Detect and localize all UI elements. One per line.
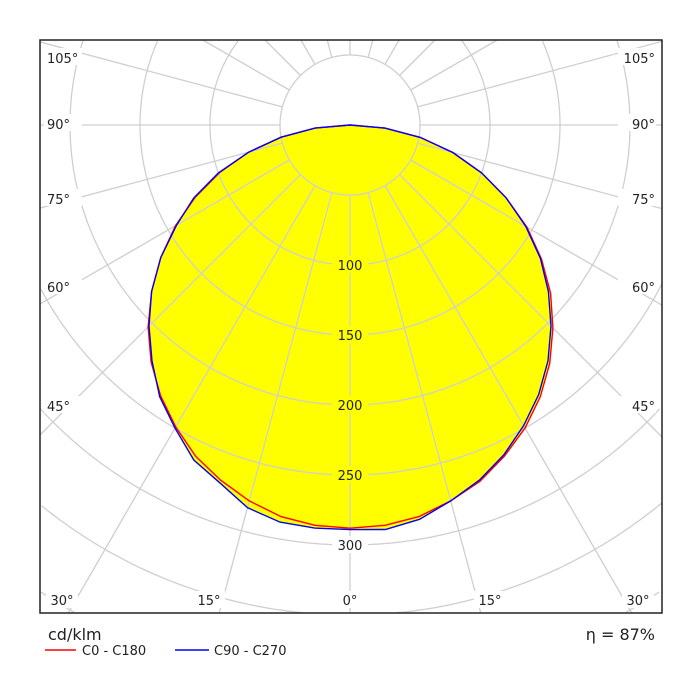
chart-frame (39, 39, 663, 614)
angle-label: 75° (47, 193, 70, 208)
grid-ring (40, 283, 663, 476)
angle-label: 90° (632, 118, 655, 133)
radial-label-bg (332, 256, 368, 273)
legend-label-c90-c270: C90 - C270 (214, 644, 286, 659)
grid-spoke (399, 174, 663, 438)
radial-tick-label: 150 (338, 329, 363, 344)
angle-label: 0° (343, 594, 358, 609)
grid-ring (39, 408, 661, 546)
unit-label: cd/klm (48, 625, 102, 644)
angle-label: 30° (626, 594, 649, 609)
angle-label-bg (46, 591, 78, 608)
grid-ring (139, 41, 561, 336)
angle-label: 105° (47, 52, 78, 67)
grid-spoke (67, 185, 316, 614)
angle-labels: 105° 105° 90° 90° 75° 75° 60° 60° 45° 45° 30° 15° 0°… (44, 48, 656, 609)
radial-label-bg (332, 466, 368, 483)
grid-ring (41, 502, 663, 614)
radial-tick-label: 200 (338, 399, 363, 414)
angle-label: 30° (50, 594, 73, 609)
angle-label: 105° (624, 52, 655, 67)
radial-tick-label: 300 (338, 539, 363, 554)
radial-label-bg (332, 396, 368, 413)
grid-spoke (300, 39, 316, 65)
angle-label: 75° (632, 193, 655, 208)
grid-spoke (410, 39, 498, 91)
grid-spoke (399, 39, 436, 76)
angle-label: 15° (478, 594, 501, 609)
angle-label: 60° (632, 281, 655, 296)
angle-label-bg (618, 189, 656, 206)
angle-label-bg (622, 591, 654, 608)
angle-label-bg (474, 591, 506, 608)
angle-label-bg (44, 114, 82, 131)
grid-spoke (202, 39, 290, 91)
series-line (147, 124, 554, 529)
grid-spoke (264, 39, 301, 76)
angle-label-bg (44, 277, 82, 294)
radial-label-bg (332, 326, 368, 343)
grid-layer (39, 39, 663, 614)
series-line (148, 124, 552, 531)
grid-spoke (39, 174, 301, 436)
grid-spoke (367, 39, 374, 58)
grid-spoke (384, 185, 633, 614)
angle-label-bg (44, 48, 82, 65)
angle-label-bg (193, 591, 225, 608)
radial-tick-label: 100 (338, 259, 363, 274)
grid-spoke (326, 39, 333, 58)
angle-label: 60° (47, 281, 70, 296)
angle-label: 15° (197, 594, 220, 609)
grid-ring (209, 40, 491, 266)
curve-layer (147, 124, 554, 531)
radial-label-bg (332, 536, 368, 553)
radial-tick-labels: 100 150 200 250 300 (332, 256, 368, 554)
angle-label-bg (44, 189, 82, 206)
efficiency-label: η = 87% (586, 625, 655, 644)
angle-label-bg (618, 48, 656, 65)
grid-spoke (367, 192, 482, 614)
legend-label-c0-c180: C0 - C180 (82, 644, 146, 659)
grid-spoke (384, 39, 400, 65)
angle-label-bg (44, 396, 82, 413)
angle-label: 45° (632, 400, 655, 415)
angle-label-bg (618, 396, 656, 413)
angle-label: 90° (47, 118, 70, 133)
radial-tick-label: 250 (338, 469, 363, 484)
angle-label-bg (618, 114, 656, 131)
angle-label: 45° (47, 400, 70, 415)
angle-label-bg (618, 277, 656, 294)
grid-spoke (218, 192, 333, 614)
angle-label-bg (334, 591, 366, 608)
